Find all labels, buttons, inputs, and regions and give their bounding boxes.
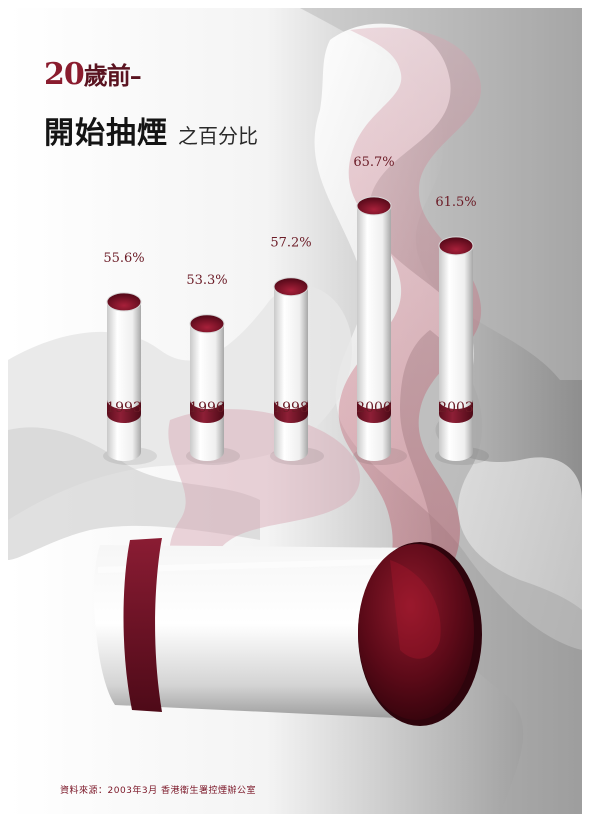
bar-body	[357, 205, 391, 461]
title-prefix: 歲前–	[83, 61, 142, 90]
bar-band	[357, 400, 391, 423]
bar-band	[107, 400, 141, 423]
bar-value-label: 61.5%	[435, 195, 476, 210]
bar-year-label: 1993	[106, 400, 142, 416]
bar-1998: 57.2% 1998	[270, 236, 324, 465]
bar-band	[439, 400, 473, 423]
bar-body	[274, 286, 308, 461]
bar-value-label: 65.7%	[353, 155, 394, 170]
bar-year-label: 2000	[356, 400, 392, 416]
bar-value-label: 57.2%	[270, 236, 311, 251]
bar-2003: 61.5% 2003	[435, 195, 489, 465]
title-main: 開始抽煙	[44, 116, 168, 151]
bar-1993: 55.6% 1993	[103, 251, 157, 465]
bar-top	[189, 314, 225, 334]
bar-top	[356, 196, 392, 216]
bar-body	[439, 245, 473, 461]
bar-value-label: 53.3%	[186, 273, 227, 288]
title-number: 20	[44, 57, 85, 92]
bar-value-label: 55.6%	[103, 251, 144, 266]
bar-year-label: 1996	[189, 400, 225, 416]
title-line-2: 開始抽煙 之百分比	[44, 108, 258, 152]
bar-body	[107, 301, 141, 461]
source-note: 資料來源：2003年3月 香港衛生署控煙辦公室	[60, 786, 256, 796]
bar-body	[190, 323, 224, 461]
bar-top	[273, 277, 309, 297]
title-line-1: 20歲前–	[44, 56, 142, 92]
bar-band	[190, 400, 224, 423]
bar-year-label: 1998	[273, 400, 309, 416]
cigarette-illustration	[93, 538, 482, 726]
bar-2000: 65.7% 2000	[353, 155, 407, 465]
bar-band	[274, 400, 308, 423]
bar-1996: 53.3% 1996	[186, 273, 240, 465]
title-sub: 之百分比	[178, 124, 258, 148]
bar-top	[438, 236, 474, 256]
bar-top	[106, 292, 142, 312]
bar-year-label: 2003	[438, 400, 474, 416]
